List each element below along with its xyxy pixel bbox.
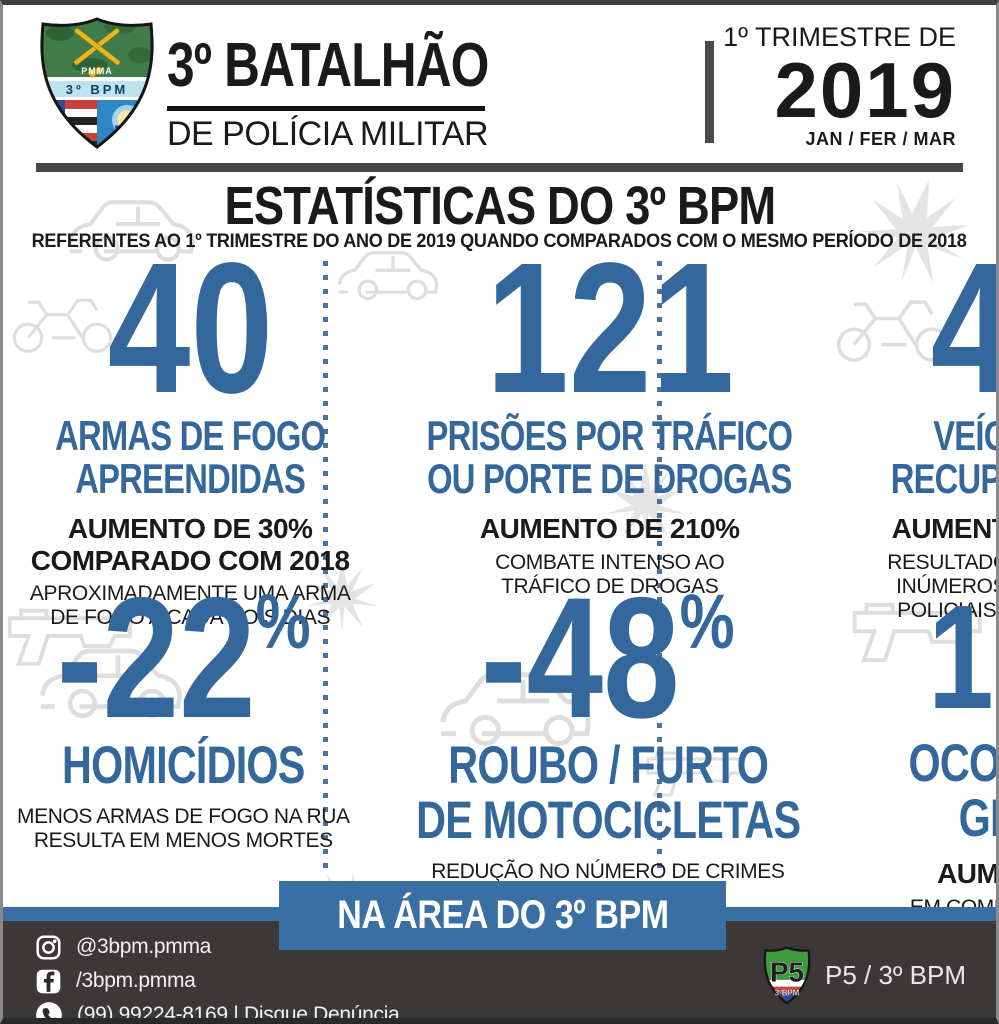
svg-text:P5: P5 [770, 957, 804, 988]
page-subtitle: REFERENTES AO 1º TRIMESTRE DO ANO DE 201… [32, 231, 967, 252]
phone-number: (99) 99224-8169 | Disque Denúncia [77, 1003, 400, 1024]
stat-label: ARMAS DE FOGO APREENDIDAS [17, 414, 363, 501]
p5-unit-label: P5 / 3º BPM [825, 960, 966, 990]
stat-label-line: ARMAS DE FOGO [55, 411, 326, 459]
facebook-icon [36, 969, 61, 993]
contact-block: @3bpm.pmma /3bpm.pmma (99) 99224-8169 | … [35, 933, 400, 1024]
battalion-title-line1: 3º BATALHÃO [167, 31, 489, 100]
header: ★ PMMA 3º BPM 3º BATALHÃO DE POLÍCIA MIL… [33, 13, 966, 158]
stat-label-line: RECUPERADOS [890, 455, 999, 503]
stat-label-line: PRISÕES POR TRÁFICO [426, 411, 793, 459]
stat-note: RESULTADO DIRETO DOS INÚMEROS BLOQUEIOS … [887, 550, 999, 623]
stat-label-line: DE MOTOCICLETAS [415, 790, 801, 850]
page-title: ESTATÍSTICAS DO 3º BPM [224, 176, 776, 236]
stat-label: ROUBO / FURTO DE MOTOCICLETAS [362, 735, 854, 850]
stat-label-line: OU PORTE DE DROGAS [427, 455, 792, 503]
phone-icon [36, 1002, 62, 1018]
facebook-handle: /3bpm.pmma [76, 969, 196, 992]
stat-card-armas: 40 ARMAS DE FOGO APREENDIDAS AUMENTO DE … [11, 225, 369, 631]
stat-highlight: AUMENTO DE 20% [937, 858, 999, 890]
stat-note: MENOS ARMAS DE FOGO NA RUA RESULTA EM ME… [17, 804, 350, 853]
stat-label-line: ROUBO / FURTO [447, 735, 769, 795]
stat-card-roubo-motos: -48% ROUBO / FURTO DE MOTOCICLETAS REDUÇ… [356, 562, 860, 944]
stats-row-1: 40 ARMAS DE FOGO APREENDIDAS AUMENTO DE … [11, 225, 996, 631]
p5-badge-icon: P5 3ºBPM [763, 946, 811, 1005]
stat-value: -48% [480, 562, 735, 754]
stat-card-homicidios: -22% HOMICÍDIOS MENOS ARMAS DE FOGO NA R… [11, 562, 356, 944]
stat-note: COMBATE INTENSO AO TRÁFICO DE DROGAS [495, 550, 725, 598]
stat-value: -22% [56, 562, 311, 754]
stat-card-veiculos: 48 VEÍCULOS RECUPERADOS AUMENTO DE 17% R… [850, 236, 999, 631]
period-year: 2019 [774, 45, 956, 134]
stat-value: 1003 [927, 575, 996, 740]
area-banner: NA ÁREA DO 3º BPM [279, 881, 726, 950]
instagram-row: @3bpm.pmma [35, 933, 399, 961]
svg-text:3ºBPM: 3ºBPM [775, 988, 800, 997]
stat-label: HOMICÍDIOS [17, 735, 350, 795]
instagram-handle: @3bpm.pmma [76, 935, 212, 958]
column-separator-dotted [657, 261, 662, 873]
battalion-title: 3º BATALHÃO DE POLÍCIA MILITAR [167, 35, 569, 151]
stat-note: APROXIMADAMENTE UMA ARMA DE FOGO A CADA … [29, 581, 351, 630]
stat-label: OCORRÊNCIAS GERADAS [866, 734, 999, 849]
svg-text:★: ★ [44, 105, 57, 121]
period-months: JAN / FER / MAR [805, 128, 956, 149]
stat-label-line: APREENDIDAS [75, 455, 306, 503]
svg-text:3º BPM: 3º BPM [66, 82, 128, 97]
battalion-crest-icon: ★ PMMA 3º BPM [40, 17, 154, 149]
stat-highlight: AUMENTO DE 30% COMPARADO COM 2018 [30, 513, 350, 576]
stat-value: 48 [856, 236, 996, 422]
period-label: 1º TRIMESTRE DE [723, 22, 956, 52]
svg-text:PMMA: PMMA [81, 66, 113, 76]
header-divider-bar [36, 163, 963, 172]
period-block: 1º TRIMESTRE DE 2019 JAN / FER / MAR [723, 22, 956, 150]
stat-highlight: AUMENTO DE 17% [891, 513, 996, 545]
title-underline [167, 106, 485, 111]
stat-card-ocorrencias: 1003 OCORRÊNCIAS GERADAS AUMENTO DE 20% … [860, 575, 999, 944]
p5-block: P5 3ºBPM P5 / 3º BPM [761, 945, 966, 1006]
stat-label-line: GERADAS [958, 789, 996, 849]
stat-label-line: VEÍCULOS [933, 411, 996, 459]
stat-value: 121 [485, 225, 734, 432]
stat-highlight: AUMENTO DE 210% [479, 513, 740, 545]
facebook-row: /3bpm.pmma [35, 967, 399, 995]
period-divider-bar [705, 41, 714, 143]
stat-card-prisoes: 121 PRISÕES POR TRÁFICO OU PORTE DE DROG… [369, 225, 850, 631]
stat-label-line: OCORRÊNCIAS [908, 734, 999, 794]
stat-label: PRISÕES POR TRÁFICO OU PORTE DE DROGAS [375, 414, 844, 501]
instagram-icon [36, 934, 61, 960]
column-separator-dotted [323, 261, 328, 873]
phone-row: (99) 99224-8169 | Disque Denúncia [35, 1001, 400, 1024]
stats-row-2: -22% HOMICÍDIOS MENOS ARMAS DE FOGO NA R… [11, 562, 996, 944]
stat-label-line: HOMICÍDIOS [62, 735, 305, 795]
stat-label: VEÍCULOS RECUPERADOS [856, 411, 999, 503]
stat-value: 40 [107, 225, 273, 432]
battalion-title-line2: DE POLÍCIA MILITAR [167, 115, 489, 153]
